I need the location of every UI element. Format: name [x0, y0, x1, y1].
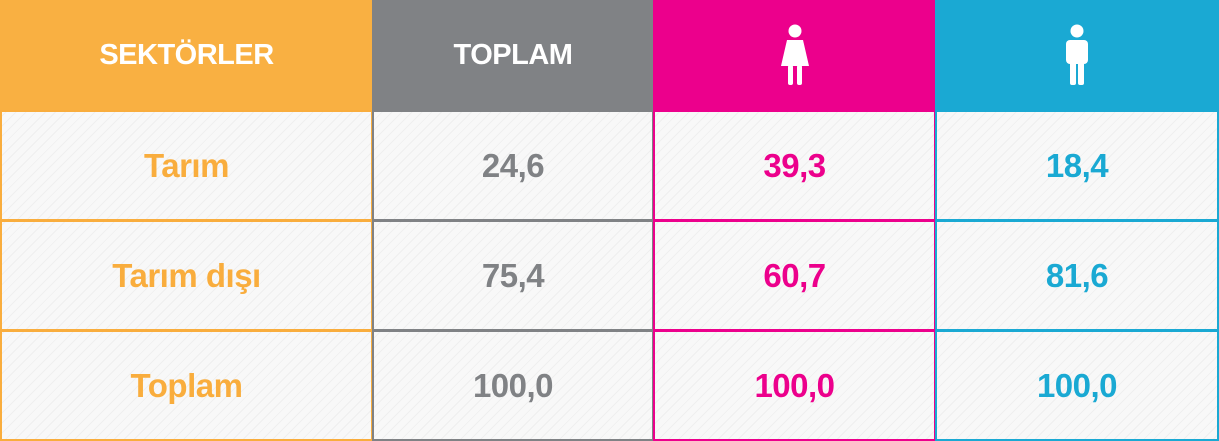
- row-label: Tarım dışı: [0, 220, 373, 331]
- header-cell: SEKTÖRLER: [0, 0, 373, 110]
- value-cell: 100,0: [372, 330, 654, 441]
- value-cell: 39,3: [653, 110, 936, 221]
- female-icon: [780, 24, 809, 85]
- value-cell: 100,0: [935, 330, 1219, 441]
- male-icon: [1066, 24, 1088, 85]
- value-cell: 75,4: [372, 220, 654, 331]
- value-cell: 81,6: [935, 220, 1219, 331]
- header-cell: TOPLAM: [372, 0, 654, 110]
- value-cell: 24,6: [372, 110, 654, 221]
- value-cell: 18,4: [935, 110, 1219, 221]
- row-label: Toplam: [0, 330, 373, 441]
- value-cell: 100,0: [653, 330, 936, 441]
- row-label: Tarım: [0, 110, 373, 221]
- value-cell: 60,7: [653, 220, 936, 331]
- header-male-icon: [935, 0, 1219, 110]
- header-female-icon: [653, 0, 936, 110]
